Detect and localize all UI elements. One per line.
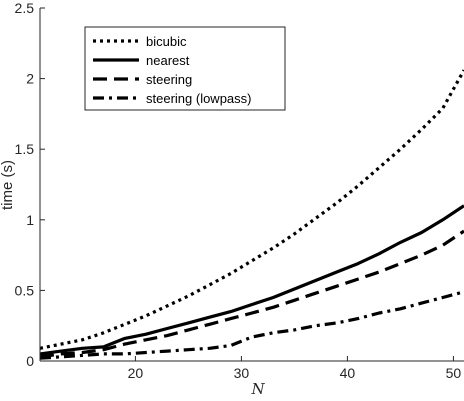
- legend: bicubic nearest steering steering (lowpass): [84, 26, 286, 111]
- legend-label-0: bicubic: [146, 34, 187, 49]
- x-tick-label-3: 50: [446, 365, 462, 381]
- y-tick-label-0: 0: [26, 353, 34, 369]
- x-tick-label-1: 30: [234, 365, 250, 381]
- y-axis-label: time (s): [0, 160, 16, 210]
- legend-box: [84, 26, 286, 111]
- legend-items: bicubic nearest steering steering (lowpass): [93, 34, 252, 106]
- x-tick-label-0: 20: [128, 365, 144, 381]
- series-layer: [39, 69, 464, 360]
- series-line-1: [39, 204, 464, 356]
- y-tick-label-4: 2: [26, 71, 34, 87]
- legend-label-2: steering: [146, 72, 192, 87]
- y-tick-label-5: 2.5: [15, 0, 35, 16]
- y-tick-label-2: 1: [26, 212, 34, 228]
- y-tick-label-3: 1.5: [15, 141, 35, 157]
- series-line-0: [39, 69, 464, 350]
- legend-label-3: steering (lowpass): [146, 91, 252, 106]
- x-tick-label-2: 40: [340, 365, 356, 381]
- y-tick-label-1: 0.5: [15, 282, 35, 298]
- ticks-layer: 20 30 40 50 0 0.5 1 1.5 2 2.5: [15, 0, 462, 381]
- legend-label-1: nearest: [146, 53, 190, 68]
- series-line-2: [39, 229, 464, 359]
- x-axis-label: N: [250, 380, 265, 398]
